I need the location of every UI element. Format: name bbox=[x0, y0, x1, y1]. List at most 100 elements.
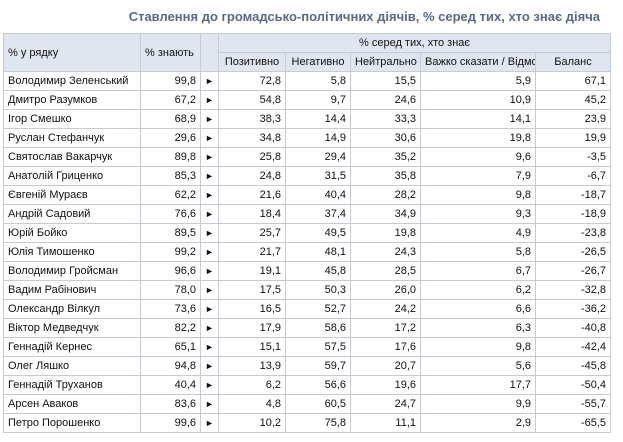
value-cell: 89,5 bbox=[140, 223, 201, 243]
value-cell: -26,7 bbox=[534, 261, 612, 281]
name-cell: Володимир Гройсман bbox=[3, 261, 141, 281]
value-cell: 62,2 bbox=[140, 185, 201, 205]
value-cell: 24,8 bbox=[218, 166, 286, 186]
value-cell: 37,4 bbox=[285, 204, 351, 224]
name-cell: Дмитро Разумков bbox=[3, 90, 141, 110]
value-cell: 96,6 bbox=[140, 261, 201, 281]
value-cell: -42,4 bbox=[534, 337, 612, 357]
value-cell: 58,6 bbox=[285, 318, 351, 338]
value-cell: 28,5 bbox=[350, 261, 421, 281]
value-cell: 24,7 bbox=[350, 394, 421, 414]
value-cell: 15,1 bbox=[218, 337, 286, 357]
value-cell: 13,9 bbox=[218, 356, 286, 376]
value-cell: -50,4 bbox=[534, 375, 612, 395]
value-cell: 40,4 bbox=[140, 375, 201, 395]
name-cell: Ігор Смешко bbox=[3, 109, 141, 129]
name-cell: Анатолій Гриценко bbox=[3, 166, 141, 186]
arrow-icon bbox=[200, 242, 219, 262]
value-cell: -6,7 bbox=[534, 166, 612, 186]
value-cell: 48,1 bbox=[285, 242, 351, 262]
name-cell: Вадим Рабінович bbox=[3, 280, 141, 300]
arrow-icon bbox=[200, 318, 219, 338]
header-cell: % у рядку bbox=[3, 33, 141, 72]
value-cell: 85,3 bbox=[140, 166, 201, 186]
value-cell: 4,8 bbox=[218, 394, 286, 414]
arrow-icon bbox=[200, 147, 219, 167]
value-cell: 99,6 bbox=[140, 413, 201, 433]
value-cell: 30,6 bbox=[350, 128, 421, 148]
value-cell: 21,7 bbox=[218, 242, 286, 262]
value-cell: 24,3 bbox=[350, 242, 421, 262]
header-cell bbox=[200, 33, 219, 72]
name-cell: Олександр Вілкул bbox=[3, 299, 141, 319]
name-cell: Геннадій Кернес bbox=[3, 337, 141, 357]
value-cell: 6,2 bbox=[218, 375, 286, 395]
value-cell: 14,4 bbox=[285, 109, 351, 129]
name-cell: Руслан Стефанчук bbox=[3, 128, 141, 148]
value-cell: 34,9 bbox=[350, 204, 421, 224]
value-cell: 5,8 bbox=[285, 71, 351, 91]
name-cell: Арсен Аваков bbox=[3, 394, 141, 414]
value-cell: 29,6 bbox=[140, 128, 201, 148]
value-cell: 4,9 bbox=[420, 223, 536, 243]
value-cell: 9,7 bbox=[285, 90, 351, 110]
value-cell: 6,6 bbox=[420, 299, 536, 319]
value-cell: 38,3 bbox=[218, 109, 286, 129]
arrow-icon bbox=[200, 299, 219, 319]
name-cell: Євгеній Мураєв bbox=[3, 185, 141, 205]
header-cell: Нейтрально bbox=[350, 52, 421, 72]
value-cell: 9,3 bbox=[420, 204, 536, 224]
value-cell: 52,7 bbox=[285, 299, 351, 319]
value-cell: 65,1 bbox=[140, 337, 201, 357]
arrow-icon bbox=[200, 280, 219, 300]
value-cell: -36,2 bbox=[534, 299, 612, 319]
value-cell: 6,7 bbox=[420, 261, 536, 281]
arrow-icon bbox=[200, 356, 219, 376]
header-cell: Негативно bbox=[285, 52, 351, 72]
value-cell: 5,6 bbox=[420, 356, 536, 376]
value-cell: -45,8 bbox=[534, 356, 612, 376]
value-cell: 5,8 bbox=[420, 242, 536, 262]
header-cell: Баланс bbox=[534, 52, 612, 72]
header-cell: % серед тих, хто знає bbox=[217, 33, 612, 53]
value-cell: 9,6 bbox=[420, 147, 536, 167]
value-cell: 10,2 bbox=[218, 413, 286, 433]
value-cell: 10,9 bbox=[420, 90, 536, 110]
value-cell: -23,8 bbox=[534, 223, 612, 243]
value-cell: 9,8 bbox=[420, 185, 536, 205]
arrow-icon bbox=[200, 128, 219, 148]
value-cell: 83,6 bbox=[140, 394, 201, 414]
header-cell: % знають bbox=[140, 33, 201, 72]
value-cell: 68,9 bbox=[140, 109, 201, 129]
name-cell: Святослав Вакарчук bbox=[3, 147, 141, 167]
value-cell: 26,0 bbox=[350, 280, 421, 300]
value-cell: 67,1 bbox=[534, 71, 612, 91]
value-cell: -3,5 bbox=[534, 147, 612, 167]
value-cell: 31,5 bbox=[285, 166, 351, 186]
value-cell: 28,2 bbox=[350, 185, 421, 205]
value-cell: 73,6 bbox=[140, 299, 201, 319]
value-cell: 18,4 bbox=[218, 204, 286, 224]
value-cell: 45,8 bbox=[285, 261, 351, 281]
arrow-icon bbox=[200, 204, 219, 224]
value-cell: 9,9 bbox=[420, 394, 536, 414]
name-cell: Геннадій Труханов bbox=[3, 375, 141, 395]
value-cell: 60,5 bbox=[285, 394, 351, 414]
value-cell: 19,6 bbox=[350, 375, 421, 395]
value-cell: 99,8 bbox=[140, 71, 201, 91]
value-cell: 21,6 bbox=[218, 185, 286, 205]
value-cell: -26,5 bbox=[534, 242, 612, 262]
value-cell: 17,2 bbox=[350, 318, 421, 338]
value-cell: 7,9 bbox=[420, 166, 536, 186]
value-cell: 19,8 bbox=[420, 128, 536, 148]
value-cell: 14,1 bbox=[420, 109, 536, 129]
value-cell: 34,8 bbox=[218, 128, 286, 148]
